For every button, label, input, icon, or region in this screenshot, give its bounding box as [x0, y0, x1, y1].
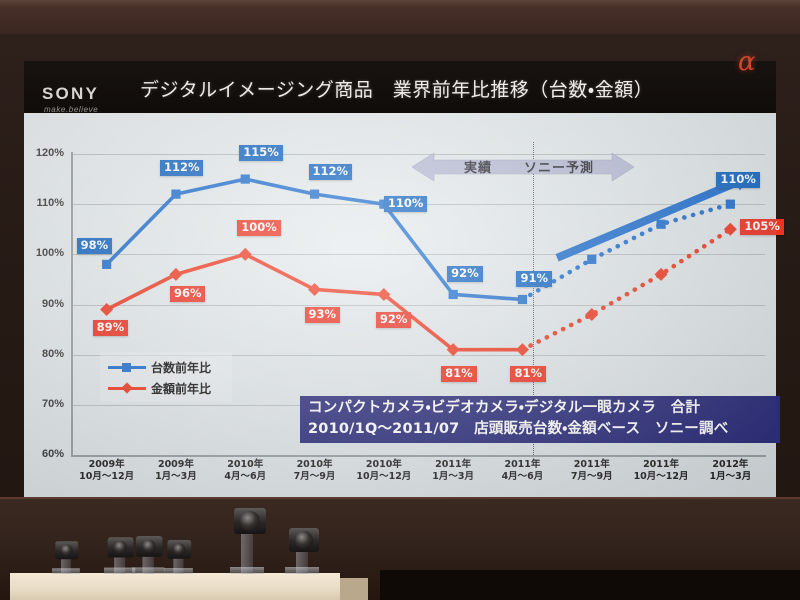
actual-period-label: 実績 — [464, 161, 493, 176]
x-tick-label: 2011年 4月〜6月 — [501, 459, 544, 482]
wall-top-band — [0, 0, 800, 34]
y-axis-line — [71, 152, 73, 457]
caption-line-2: 2010/1Q〜2011/07 店頭販売台数・金額ベース ソニー調べ — [308, 421, 729, 437]
x-tick-label: 2009年 10月〜12月 — [79, 459, 135, 482]
caption-line-1: コンパクトカメラ・ビデオカメラ・デジタル一眼カメラ 合計 — [308, 400, 701, 416]
data-point-label: 89% — [92, 319, 129, 336]
y-tick-label: 60% — [41, 448, 64, 460]
y-tick-label: 100% — [35, 247, 64, 260]
camera-display-item — [52, 541, 80, 574]
legend-item-units: 台数前年比 — [108, 358, 211, 376]
data-point-label: 100% — [237, 220, 281, 237]
gridline — [72, 304, 765, 306]
camera-display-item — [230, 505, 266, 574]
wall-sheen — [0, 0, 800, 8]
y-tick-label: 80% — [41, 347, 64, 360]
legend-label-value: 金額前年比 — [151, 381, 212, 396]
chart-caption-box: コンパクトカメラ・ビデオカメラ・デジタル一眼カメラ 合計 2010/1Q〜201… — [300, 396, 780, 443]
x-tick-label: 2010年 4月〜6月 — [224, 459, 267, 482]
data-point-label: 112% — [308, 164, 353, 181]
data-point-label: 91% — [516, 271, 552, 288]
legend-label-units: 台数前年比 — [151, 360, 212, 375]
x-tick-label: 2011年 7月〜9月 — [570, 459, 613, 482]
x-axis-line — [71, 455, 766, 457]
data-point-label: 98% — [76, 238, 113, 255]
gridline — [72, 254, 765, 256]
legend-marker-diamond-icon — [108, 382, 146, 394]
y-tick-label: 70% — [41, 397, 64, 410]
slide-title: デジタルイメージング商品 業界前年比推移（台数・金額） — [140, 79, 654, 101]
data-point-label: 93% — [304, 307, 341, 324]
y-tick-label: 90% — [41, 297, 64, 310]
display-pedestal — [10, 573, 340, 600]
data-point-label: 81% — [510, 365, 546, 382]
camera-display-item — [132, 518, 165, 574]
chart-legend: 台数前年比 金額前年比 — [100, 352, 232, 402]
x-tick-label: 2010年 7月〜9月 — [293, 459, 336, 482]
stage-shadow-area — [380, 570, 800, 600]
y-tick-label: 110% — [36, 197, 64, 210]
camera-display-item — [164, 540, 193, 574]
stage-edge-line — [0, 497, 800, 499]
data-point-label: 112% — [159, 160, 204, 177]
y-tick-label: 120% — [35, 147, 64, 159]
legend-marker-square-icon — [108, 361, 146, 373]
data-point-label: 92% — [375, 312, 412, 329]
gridline — [72, 354, 765, 356]
period-arrow-band-icon — [412, 152, 634, 182]
data-point-label: 81% — [441, 365, 477, 382]
x-tick-label: 2011年 1月〜3月 — [432, 459, 474, 482]
data-point-label: 110% — [716, 172, 760, 189]
data-point-label: 92% — [447, 266, 483, 283]
legend-item-value: 金額前年比 — [108, 379, 211, 397]
data-point-label: 115% — [239, 145, 283, 162]
forecast-period-label: ソニー予測 — [524, 161, 595, 176]
data-point-label: 96% — [169, 286, 206, 303]
data-point-label: 105% — [740, 219, 784, 236]
slide-header-bar — [24, 61, 776, 113]
x-tick-label: 2011年 10月〜12月 — [633, 459, 689, 482]
x-tick-label: 2010年 10月〜12月 — [356, 459, 412, 482]
data-point-label: 110% — [383, 196, 428, 213]
display-pedestal-side — [340, 578, 368, 600]
x-tick-label: 2012年 1月〜3月 — [709, 459, 752, 482]
sony-tagline: make.believe — [44, 105, 99, 114]
gridline — [72, 154, 765, 155]
sony-logo: SONY — [42, 84, 99, 103]
alpha-logo-icon: α — [738, 47, 756, 77]
camera-display-item — [104, 534, 136, 574]
camera-display-item — [285, 524, 321, 574]
x-tick-label: 2009年 1月〜3月 — [155, 459, 197, 482]
